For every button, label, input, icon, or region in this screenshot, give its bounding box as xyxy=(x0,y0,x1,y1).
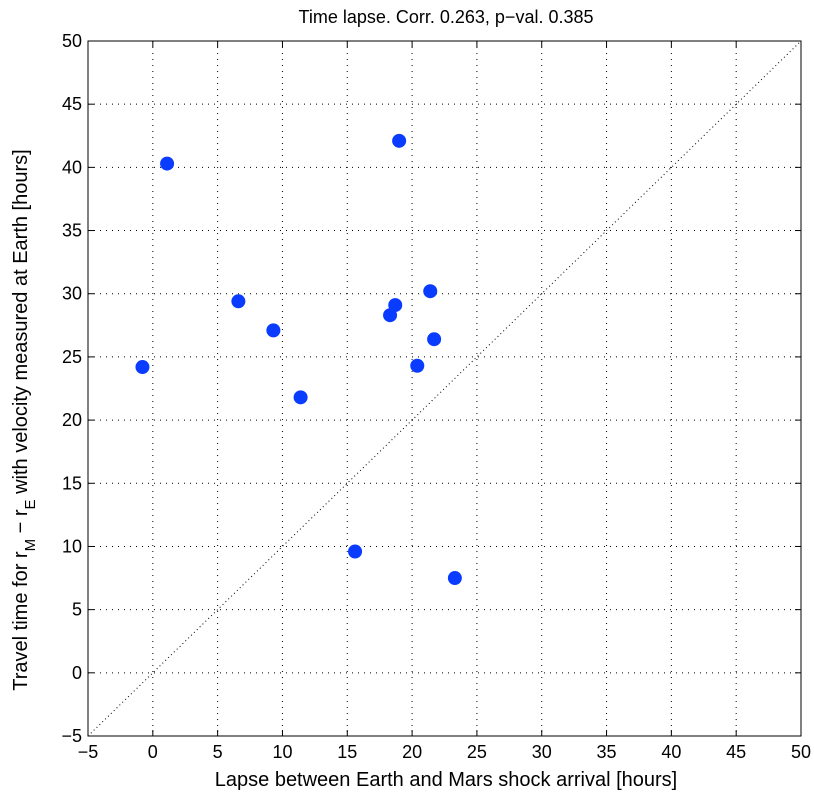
data-point xyxy=(447,571,462,586)
reference-line xyxy=(87,40,802,737)
data-point xyxy=(231,294,246,309)
data-point xyxy=(427,332,442,347)
y-label-sub-m: M xyxy=(22,539,39,552)
y-tick-label: 40 xyxy=(62,157,82,177)
y-label-suffix: with velocity measured at Earth [hours] xyxy=(10,149,32,499)
x-tick-label: 5 xyxy=(213,742,223,762)
y-tick-label: −5 xyxy=(61,726,82,746)
data-point xyxy=(135,360,150,375)
y-tick-label: 30 xyxy=(62,284,82,304)
data-point xyxy=(392,133,407,148)
x-tick-label: 50 xyxy=(791,742,811,762)
x-tick-label: −5 xyxy=(78,742,99,762)
plot-frame xyxy=(87,40,802,737)
y-tick-label: 20 xyxy=(62,410,82,430)
data-point xyxy=(160,156,175,171)
x-axis-label: Lapse between Earth and Mars shock arriv… xyxy=(215,769,677,791)
y-tick-label: 15 xyxy=(62,473,82,493)
grid-lines xyxy=(88,41,801,736)
data-point xyxy=(348,544,363,559)
y-axis-label: Travel time for rM − rE with velocity me… xyxy=(10,149,39,690)
data-point xyxy=(410,358,425,373)
data-point xyxy=(423,284,438,299)
data-points xyxy=(135,133,462,586)
x-tick-label: 0 xyxy=(148,742,158,762)
data-point xyxy=(293,390,308,405)
x-tick-label: 25 xyxy=(467,742,487,762)
y-tick-label: 10 xyxy=(62,536,82,556)
y-tick-label: 35 xyxy=(62,221,82,241)
x-tick-label: 10 xyxy=(272,742,292,762)
y-tick-label: 50 xyxy=(62,31,82,51)
y-tick-label: 5 xyxy=(72,600,82,620)
y-tick-label: 45 xyxy=(62,94,82,114)
y-label-prefix: Travel time for r xyxy=(10,551,32,691)
data-point xyxy=(266,323,281,338)
y-label-mid: − r xyxy=(10,509,32,539)
x-tick-label: 15 xyxy=(337,742,357,762)
y-label-sub-e: E xyxy=(22,499,39,509)
y-tick-label: 0 xyxy=(72,663,82,683)
x-tick-label: 40 xyxy=(661,742,681,762)
chart-title: Time lapse. Corr. 0.263, p−val. 0.385 xyxy=(299,7,594,27)
axis-ticks: −5 0 5 10 15 20 25 30 35 40 45 50 −5 0 5 10 15 20 25 30 35 40… xyxy=(61,31,811,762)
x-tick-label: 35 xyxy=(597,742,617,762)
x-tick-label: 30 xyxy=(532,742,552,762)
data-point xyxy=(388,298,403,313)
x-tick-label: 45 xyxy=(726,742,746,762)
y-tick-label: 25 xyxy=(62,347,82,367)
x-tick-label: 20 xyxy=(402,742,422,762)
